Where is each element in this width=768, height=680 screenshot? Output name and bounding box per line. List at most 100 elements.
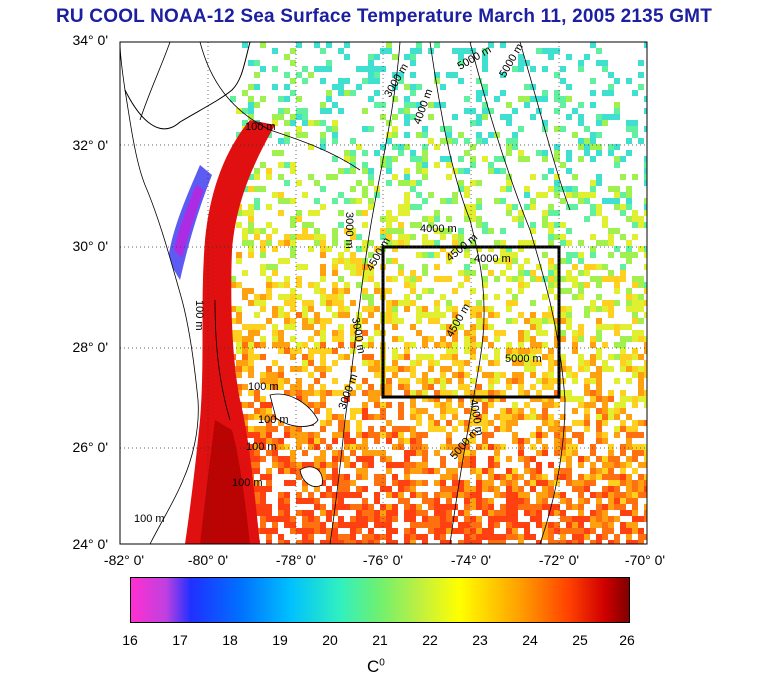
sst-pixel — [476, 90, 482, 96]
sst-pixel — [332, 390, 338, 396]
sst-pixel — [368, 534, 374, 540]
sst-pixel — [374, 474, 380, 480]
sst-pixel — [374, 414, 380, 420]
sst-pixel — [440, 444, 446, 450]
sst-pixel — [596, 372, 602, 378]
sst-pixel — [554, 510, 560, 516]
sst-pixel — [572, 420, 578, 426]
sst-pixel — [482, 114, 488, 120]
sst-pixel — [356, 144, 362, 150]
sst-pixel — [434, 264, 440, 270]
sst-pixel — [452, 198, 458, 204]
sst-pixel — [446, 138, 452, 144]
sst-pixel — [446, 330, 452, 336]
sst-pixel — [344, 540, 350, 544]
sst-pixel — [434, 42, 440, 48]
sst-pixel — [524, 522, 530, 528]
sst-pixel — [500, 474, 506, 480]
sst-pixel — [560, 516, 566, 522]
sst-pixel — [362, 108, 368, 114]
sst-pixel — [368, 60, 374, 66]
sst-pixel — [578, 258, 584, 264]
sst-pixel — [422, 354, 428, 360]
sst-pixel — [434, 102, 440, 108]
sst-pixel — [644, 450, 647, 456]
sst-pixel — [530, 348, 536, 354]
sst-pixel — [548, 396, 554, 402]
sst-pixel — [302, 222, 308, 228]
sst-pixel — [374, 516, 380, 522]
sst-pixel — [578, 360, 584, 366]
sst-pixel — [614, 426, 620, 432]
sst-pixel — [446, 396, 452, 402]
sst-pixel — [512, 204, 518, 210]
sst-pixel — [626, 498, 632, 504]
sst-pixel — [524, 390, 530, 396]
sst-pixel — [518, 372, 524, 378]
sst-pixel — [332, 132, 338, 138]
sst-pixel — [566, 444, 572, 450]
sst-pixel — [428, 414, 434, 420]
sst-pixel — [614, 288, 620, 294]
sst-pixel — [326, 366, 332, 372]
sst-pixel — [368, 426, 374, 432]
sst-pixel — [488, 306, 494, 312]
sst-pixel — [362, 402, 368, 408]
sst-pixel — [368, 126, 374, 132]
sst-pixel — [272, 246, 278, 252]
sst-pixel — [554, 522, 560, 528]
sst-pixel — [332, 450, 338, 456]
sst-pixel — [566, 150, 572, 156]
sst-pixel — [518, 474, 524, 480]
sst-pixel — [524, 102, 530, 108]
sst-pixel — [608, 306, 614, 312]
sst-pixel — [404, 456, 410, 462]
sst-pixel — [296, 96, 302, 102]
sst-pixel — [524, 348, 530, 354]
sst-pixel — [566, 114, 572, 120]
sst-pixel — [500, 246, 506, 252]
sst-pixel — [596, 474, 602, 480]
sst-pixel — [374, 192, 380, 198]
sst-pixel — [464, 348, 470, 354]
sst-pixel — [338, 504, 344, 510]
sst-pixel — [338, 288, 344, 294]
sst-pixel — [638, 72, 644, 78]
sst-pixel — [272, 462, 278, 468]
sst-pixel — [590, 444, 596, 450]
sst-pixel — [620, 264, 626, 270]
sst-pixel — [518, 336, 524, 342]
sst-pixel — [284, 300, 290, 306]
sst-pixel — [596, 180, 602, 186]
sst-pixel — [314, 180, 320, 186]
sst-pixel — [632, 312, 638, 318]
sst-pixel — [548, 462, 554, 468]
sst-pixel — [506, 378, 512, 384]
sst-pixel — [464, 168, 470, 174]
sst-pixel — [356, 528, 362, 534]
sst-pixel — [464, 108, 470, 114]
sst-pixel — [356, 312, 362, 318]
sst-pixel — [560, 426, 566, 432]
sst-pixel — [482, 402, 488, 408]
sst-pixel — [284, 198, 290, 204]
sst-pixel — [410, 360, 416, 366]
sst-pixel — [530, 270, 536, 276]
sst-pixel — [446, 126, 452, 132]
sst-pixel — [338, 252, 344, 258]
sst-pixel — [452, 408, 458, 414]
sst-pixel — [260, 516, 266, 522]
sst-pixel — [512, 474, 518, 480]
sst-pixel — [632, 120, 638, 126]
sst-pixel — [278, 384, 284, 390]
sst-pixel — [488, 486, 494, 492]
sst-pixel — [644, 264, 647, 270]
sst-pixel — [566, 390, 572, 396]
sst-pixel — [458, 528, 464, 534]
sst-pixel — [374, 102, 380, 108]
sst-pixel — [404, 276, 410, 282]
sst-pixel — [296, 312, 302, 318]
sst-pixel — [542, 354, 548, 360]
sst-pixel — [434, 480, 440, 486]
sst-pixel — [500, 510, 506, 516]
